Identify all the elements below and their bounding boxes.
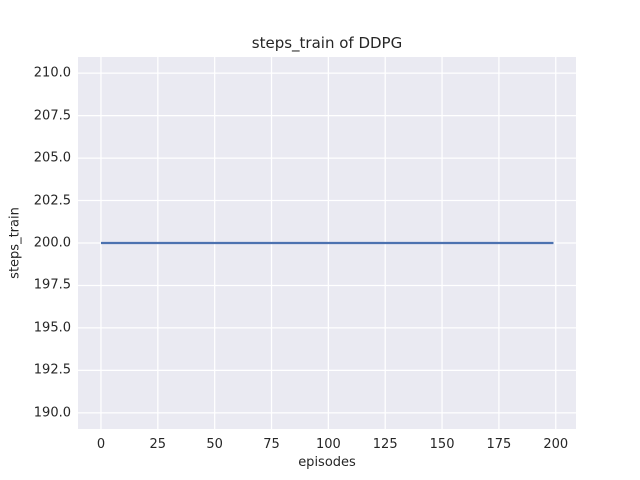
x-tick-label: 125	[372, 437, 398, 452]
y-axis-label: steps_train	[7, 207, 23, 279]
x-tick-label: 50	[206, 437, 223, 452]
x-tick-label: 175	[486, 437, 512, 452]
x-tick-label: 75	[263, 437, 280, 452]
y-tick-label: 192.5	[33, 362, 71, 378]
y-tick-label: 197.5	[33, 277, 71, 293]
chart-title: steps_train of DDPG	[251, 34, 403, 52]
x-tick-label: 0	[96, 437, 106, 452]
chart-canvas	[78, 57, 576, 429]
x-tick-label: 25	[149, 437, 167, 452]
x-axis-label: episodes	[298, 455, 356, 470]
y-tick-label: 200.0	[33, 235, 71, 251]
y-tick-label: 207.5	[33, 108, 71, 124]
y-tick-label: 210.0	[33, 65, 71, 81]
y-tick-label: 190.0	[33, 405, 71, 421]
x-tick-label: 150	[429, 437, 455, 452]
x-tick-label: 200	[543, 437, 569, 452]
y-tick-label: 202.5	[33, 193, 71, 209]
y-tick-label: 205.0	[33, 150, 71, 166]
plot-area	[78, 57, 576, 429]
y-tick-label: 195.0	[33, 320, 71, 336]
x-tick-label: 100	[315, 437, 341, 452]
